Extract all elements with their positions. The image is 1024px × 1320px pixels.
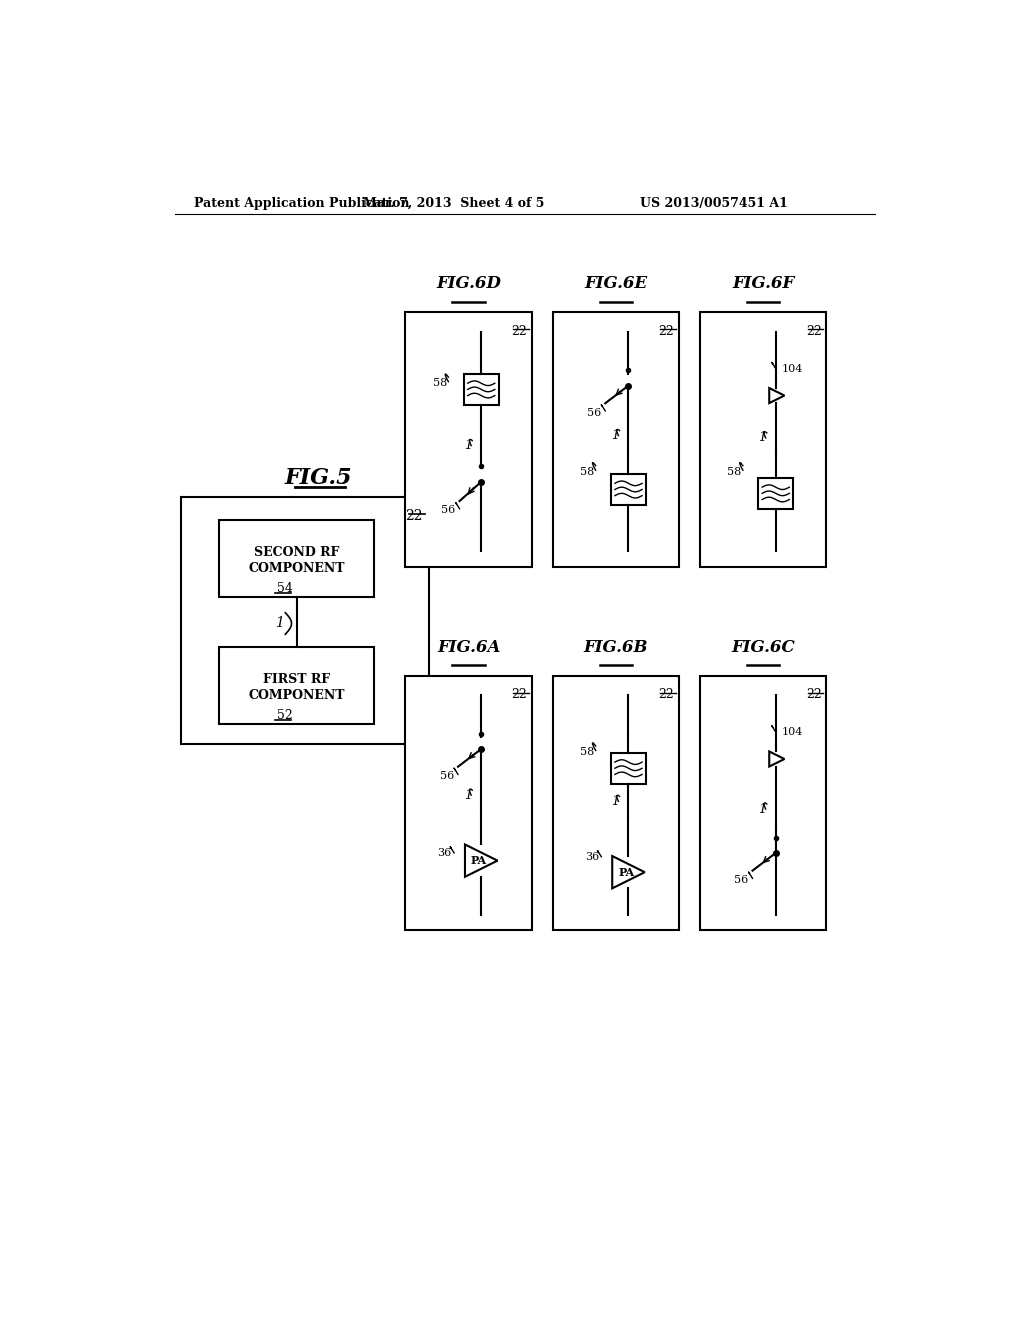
- Text: 1: 1: [275, 615, 285, 630]
- Text: FIG.6F: FIG.6F: [732, 276, 795, 293]
- Text: Mar. 7, 2013  Sheet 4 of 5: Mar. 7, 2013 Sheet 4 of 5: [362, 197, 544, 210]
- Text: 58: 58: [580, 747, 594, 758]
- Text: 56: 56: [734, 875, 749, 884]
- Text: SECOND RF: SECOND RF: [254, 546, 340, 560]
- Bar: [553, 313, 679, 566]
- Text: US 2013/0057451 A1: US 2013/0057451 A1: [640, 197, 787, 210]
- Text: 1: 1: [759, 432, 766, 445]
- Text: COMPONENT: COMPONENT: [249, 689, 345, 702]
- Text: 36: 36: [585, 851, 599, 862]
- Text: 104: 104: [782, 727, 803, 737]
- Text: 58: 58: [580, 467, 594, 477]
- Text: 36: 36: [437, 847, 452, 858]
- Bar: [759, 478, 794, 508]
- Text: Patent Application Publication: Patent Application Publication: [194, 197, 410, 210]
- Text: 52: 52: [278, 709, 293, 722]
- Text: 22: 22: [511, 325, 527, 338]
- Text: PA: PA: [471, 855, 487, 866]
- Text: 56: 56: [587, 408, 601, 417]
- Bar: [180, 498, 429, 743]
- Bar: [219, 520, 375, 598]
- Text: 22: 22: [658, 688, 675, 701]
- Text: 22: 22: [806, 325, 821, 338]
- Bar: [219, 647, 375, 725]
- Text: 58: 58: [432, 379, 446, 388]
- Bar: [464, 374, 499, 405]
- Text: 1: 1: [611, 795, 620, 808]
- Text: FIG.6D: FIG.6D: [436, 276, 501, 293]
- Text: 1: 1: [611, 429, 620, 442]
- Text: 56: 56: [440, 771, 454, 781]
- Bar: [700, 313, 826, 566]
- Bar: [700, 676, 826, 929]
- Text: FIG.6C: FIG.6C: [731, 639, 795, 656]
- Text: 104: 104: [782, 363, 803, 374]
- Bar: [611, 752, 646, 784]
- Text: FIG.6A: FIG.6A: [437, 639, 501, 656]
- Text: 1: 1: [464, 440, 472, 453]
- Text: PA: PA: [618, 867, 634, 878]
- Text: FIRST RF: FIRST RF: [263, 673, 331, 686]
- Text: 1: 1: [464, 788, 472, 801]
- Text: FIG.5: FIG.5: [284, 467, 351, 488]
- Text: FIG.6B: FIG.6B: [584, 639, 648, 656]
- Bar: [406, 313, 531, 566]
- Text: 1: 1: [759, 803, 766, 816]
- Text: FIG.6E: FIG.6E: [585, 276, 647, 293]
- Bar: [611, 474, 646, 506]
- Text: 56: 56: [441, 506, 456, 515]
- Text: 22: 22: [511, 688, 527, 701]
- Text: 22: 22: [406, 508, 423, 523]
- Bar: [406, 676, 531, 929]
- Text: 22: 22: [806, 688, 821, 701]
- Text: COMPONENT: COMPONENT: [249, 561, 345, 574]
- Bar: [553, 676, 679, 929]
- Text: 58: 58: [727, 467, 741, 477]
- Text: 22: 22: [658, 325, 675, 338]
- Text: 54: 54: [278, 582, 293, 594]
